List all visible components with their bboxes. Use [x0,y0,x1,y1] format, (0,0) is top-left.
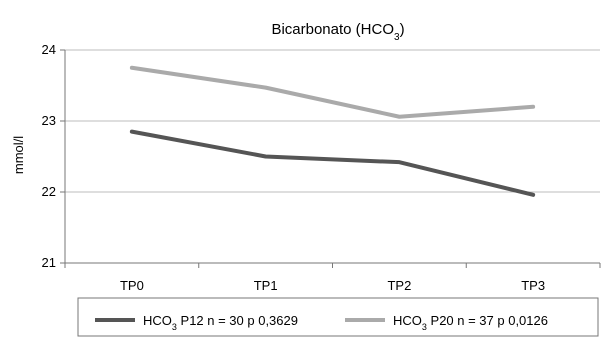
legend: HCO3 P12 n = 30 p 0,3629 HCO3 P20 n = 37 … [77,297,599,337]
legend-box [77,297,599,337]
axes [60,49,601,268]
y-tick-label: 24 [42,42,56,57]
series-line-1 [129,129,536,197]
y-tick-labels: 21 22 23 24 [42,42,56,270]
series-line-2 [129,65,536,119]
legend-label: HCO3 P20 n = 37 p 0,0126 [393,313,548,332]
series-lines [129,65,536,197]
x-tick-label: TP2 [387,278,411,293]
y-tick-label: 23 [42,113,56,128]
x-tick-label: TP1 [254,278,278,293]
y-tick-label: 21 [42,255,56,270]
x-tick-label: TP0 [120,278,144,293]
y-tick-label: 22 [42,184,56,199]
y-axis-label: mmol/l [11,136,26,174]
x-tick-label: TP3 [521,278,545,293]
gridlines [65,49,600,193]
legend-label: HCO3 P12 n = 30 p 0,3629 [143,313,298,332]
x-tick-labels: TP0 TP1 TP2 TP3 [120,278,545,293]
chart-title: Bicarbonato (HCO3) [271,21,404,43]
